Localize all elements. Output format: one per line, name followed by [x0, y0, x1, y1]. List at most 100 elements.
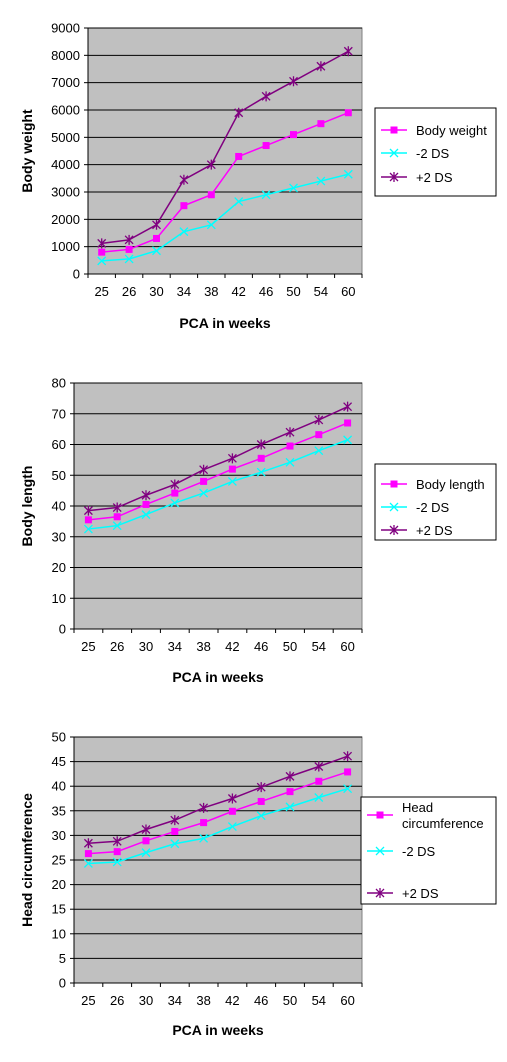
legend-label: -2 DS	[416, 146, 450, 161]
x-tick-label: 46	[254, 639, 268, 654]
y-tick-label: 50	[52, 730, 66, 745]
data-point	[262, 142, 270, 150]
data-point	[112, 857, 122, 867]
y-tick-label: 0	[59, 976, 66, 991]
y-tick-label: 40	[52, 779, 66, 794]
series-2	[83, 784, 353, 868]
y-axis-title: Head circumference	[19, 793, 35, 927]
y-tick-label: 5000	[51, 130, 80, 145]
series-2	[97, 169, 353, 266]
data-point	[316, 61, 326, 72]
y-tick-label: 8000	[51, 48, 80, 63]
y-tick-label: 1000	[51, 239, 80, 254]
data-point	[228, 465, 236, 473]
data-point	[141, 490, 151, 501]
data-point	[315, 777, 323, 785]
data-point	[170, 479, 180, 490]
x-tick-label: 60	[340, 993, 354, 1008]
data-point	[314, 446, 324, 456]
x-tick-label: 34	[168, 993, 182, 1008]
y-tick-label: 5	[59, 951, 66, 966]
y-axis-title: Body length	[19, 466, 35, 547]
data-point	[314, 414, 324, 425]
series-1	[84, 768, 352, 858]
legend-label: +2 DS	[416, 170, 453, 185]
data-point	[343, 46, 353, 57]
data-point	[227, 453, 237, 464]
x-tick-label: 42	[231, 284, 245, 299]
data-point	[256, 439, 266, 450]
data-point	[286, 442, 294, 450]
data-point	[199, 464, 209, 475]
series-3	[83, 751, 353, 849]
data-point	[170, 498, 180, 508]
data-point	[314, 761, 324, 772]
data-point	[285, 771, 295, 782]
data-point	[152, 246, 161, 256]
legend-label: -2 DS	[416, 500, 450, 515]
legend-label-line: +2 DS	[416, 170, 453, 185]
data-point	[112, 502, 122, 513]
data-point	[179, 174, 189, 185]
data-point	[83, 858, 93, 868]
series-3	[83, 401, 353, 516]
x-tick-label: 25	[81, 993, 95, 1008]
data-point	[207, 191, 215, 199]
y-tick-label: 15	[52, 902, 66, 917]
x-tick-label: 34	[168, 639, 182, 654]
data-point	[285, 427, 295, 438]
series-line	[101, 173, 349, 262]
legend-label-line: Body length	[416, 477, 485, 492]
legend-label: -2 DS	[402, 844, 436, 859]
x-tick-label: 42	[225, 639, 239, 654]
data-point	[343, 751, 353, 762]
data-point	[343, 435, 353, 445]
legend-box	[374, 463, 497, 541]
legend-label-line: Head	[402, 800, 433, 815]
chart-1: 0 1000 2000 3000 4000 5000 6000 7000 8000 9000 25 2…	[19, 21, 497, 331]
data-point	[227, 793, 237, 804]
x-axis-title: PCA in weeks	[172, 1022, 264, 1038]
chart-3: 0 5 10 15 20 25 30 35 40 45 50 25 26 30 34 38 42 46 50 54 60…	[19, 730, 497, 1038]
y-tick-label: 6000	[51, 103, 80, 118]
y-tick-label: 20	[52, 560, 66, 575]
y-tick-label: 3000	[51, 185, 80, 200]
data-point	[261, 91, 271, 102]
legend-label-line: -2 DS	[402, 844, 436, 859]
x-tick-label: 46	[254, 993, 268, 1008]
y-tick-label: 25	[52, 853, 66, 868]
data-point	[142, 837, 150, 845]
x-tick-label: 54	[312, 639, 326, 654]
data-point	[256, 782, 266, 793]
data-point	[84, 516, 92, 524]
x-tick-label: 26	[110, 639, 124, 654]
legend-marker	[389, 502, 399, 512]
data-point	[112, 836, 122, 847]
y-tick-label: 9000	[51, 21, 80, 36]
series-1	[98, 109, 352, 256]
x-tick-label: 38	[204, 284, 218, 299]
data-point	[285, 457, 295, 467]
data-point	[314, 793, 324, 802]
y-tick-label: 10	[52, 926, 66, 941]
y-tick-label: 80	[52, 376, 66, 391]
data-point	[343, 169, 353, 179]
data-point	[206, 220, 216, 230]
series-3	[97, 46, 353, 249]
series-2	[83, 435, 353, 534]
data-point	[141, 848, 151, 858]
series-line	[88, 787, 348, 865]
legend: Body weight -2 DS +2 DS	[374, 107, 497, 197]
series-line	[88, 422, 348, 521]
data-point	[83, 524, 93, 534]
series-line	[101, 112, 349, 253]
series-line	[88, 755, 348, 845]
legend-marker	[375, 888, 385, 898]
y-tick-label: 35	[52, 803, 66, 818]
x-tick-label: 60	[341, 284, 355, 299]
legend-label: Head circumference	[402, 800, 484, 831]
data-point	[317, 120, 325, 128]
data-point	[256, 467, 266, 477]
legend: Head circumference -2 DS +2 DS	[360, 796, 497, 905]
